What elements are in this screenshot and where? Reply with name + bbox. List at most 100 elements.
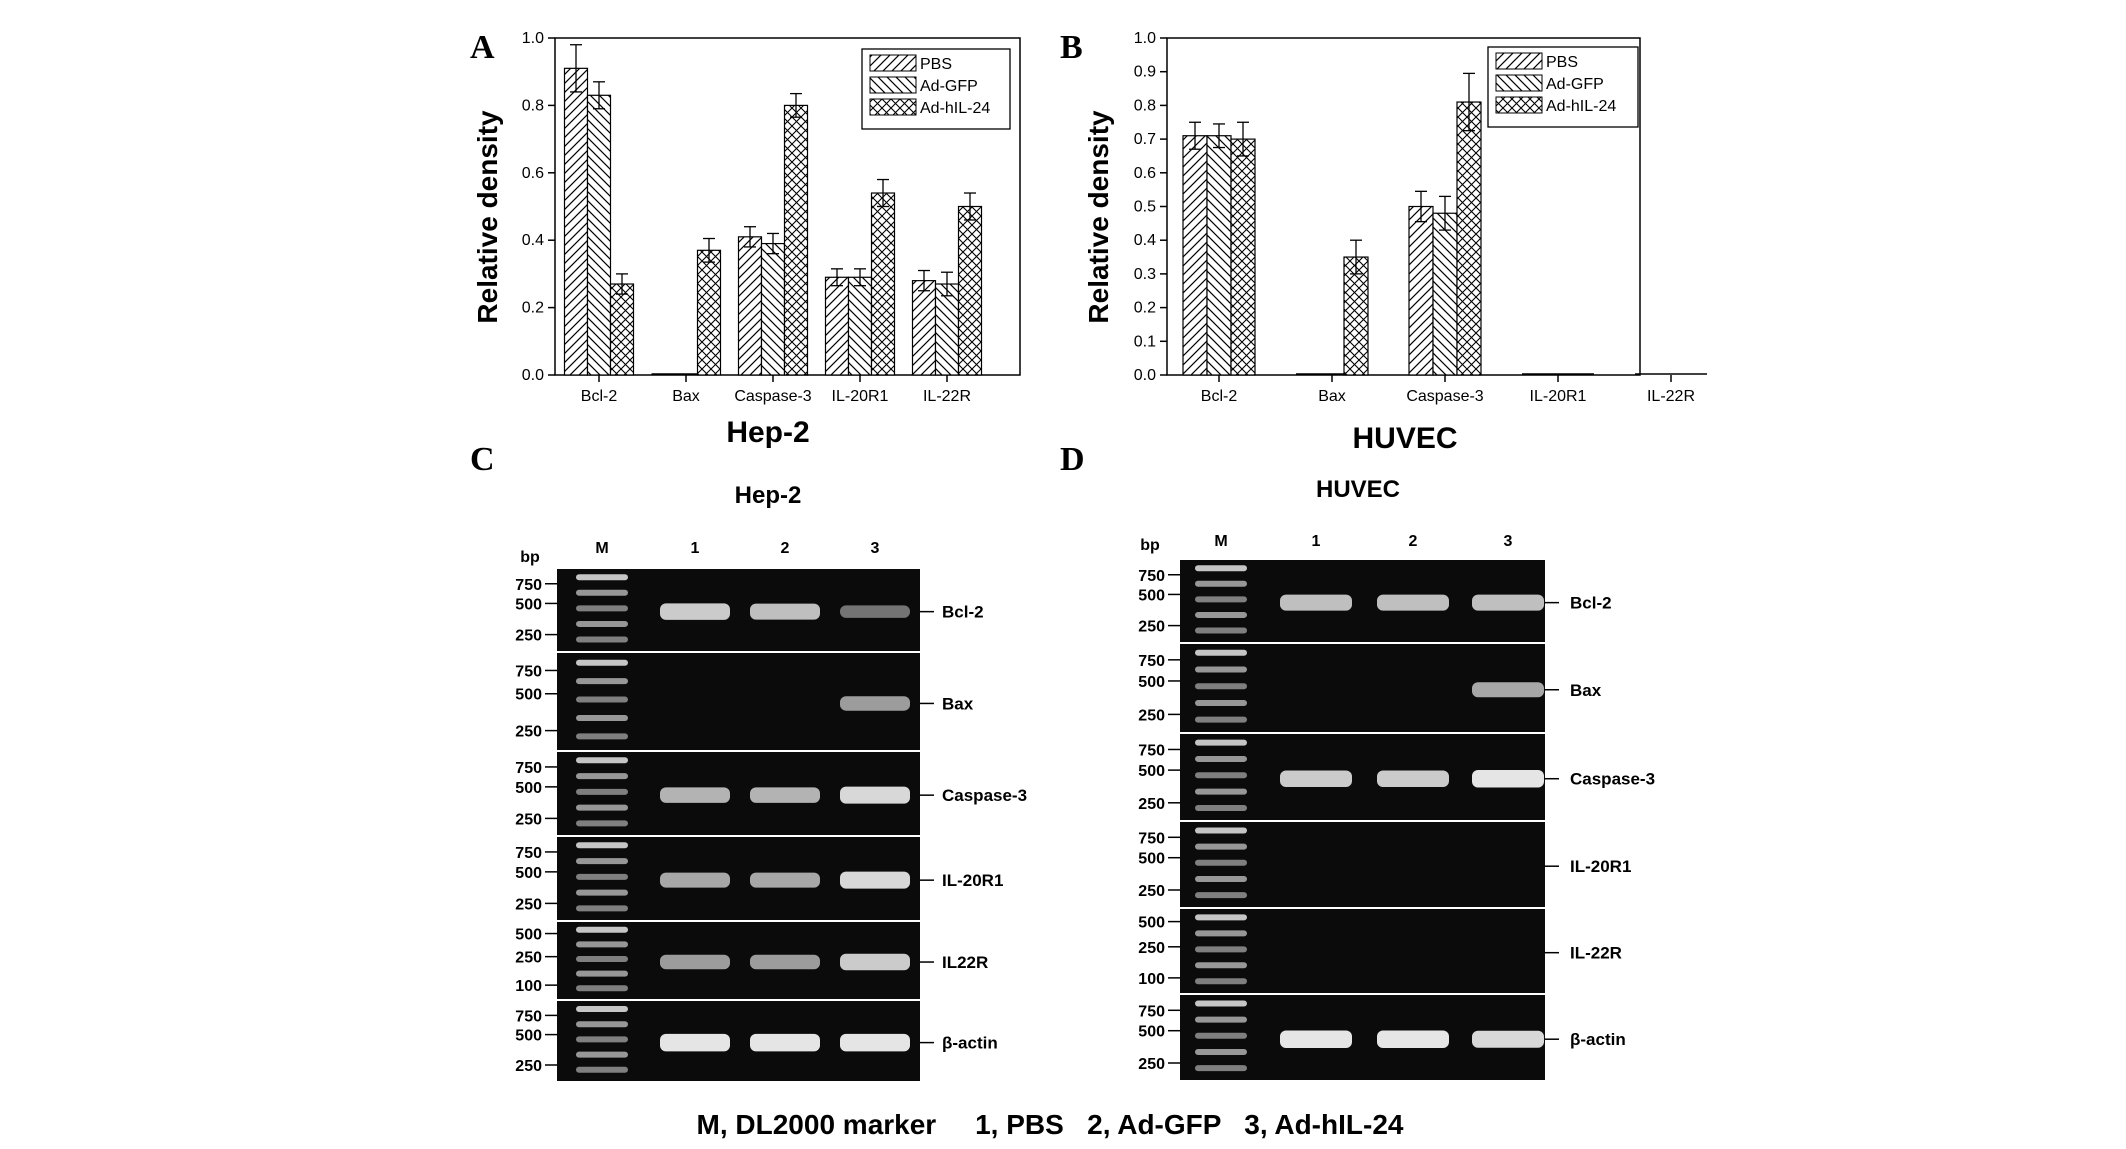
gel-d-title: HUVEC (1316, 476, 1400, 503)
gel-d-ladder-band (1195, 580, 1247, 587)
chart-a-plot: 0.0 0.2 0.4 0.6 0.8 1.0 Bcl-2 Bax Caspase-3 IL-20… (522, 30, 1021, 405)
chart-b-bar (1230, 138, 1256, 376)
gel-c-ladder-band (576, 1021, 628, 1028)
chart-b-y-tick-label: 0.2 (1134, 300, 1156, 317)
chart-a-legend-label: PBS (920, 56, 952, 73)
gel-c-gene-label: Caspase-3 (942, 786, 1027, 805)
gel-c-ladder-band (576, 620, 628, 627)
gel-d-sample-band (1472, 769, 1544, 788)
chart-b-legend-swatch (1495, 52, 1543, 70)
gel-d-size-label: 500 (1138, 674, 1165, 691)
chart-a-y-tick-label: 1.0 (522, 30, 544, 47)
chart-b-category-label: IL-22R (1647, 388, 1695, 405)
gel-c-bp-label: bp (520, 549, 540, 566)
chart-b-legend-label: Ad-GFP (1546, 76, 1604, 93)
gel-c-ladder-band (576, 955, 628, 962)
gel-c-ladder-band (576, 842, 628, 849)
gel-d-row: 750 500 250 IL-20R1 (1138, 822, 1631, 907)
gel-d-ladder-band (1195, 804, 1247, 811)
gel-c-size-label: 250 (515, 950, 542, 967)
gel-c-gene-label: IL-20R1 (942, 871, 1003, 890)
gel-d-row: 750 500 250 β-actin (1138, 995, 1626, 1080)
gel-d-size-label: 250 (1138, 707, 1165, 724)
gel-c-ladder-band (576, 926, 628, 933)
gel-c-sample-band (660, 954, 730, 970)
chart-a-bar (783, 104, 809, 376)
gel-c-ladder-band (576, 941, 628, 948)
gel-c-lane-label: 2 (781, 540, 790, 557)
gel-c-ladder-band (576, 1051, 628, 1058)
figure-caption: M, DL2000 marker 1, PBS 2, Ad-GFP 3, Ad-… (697, 1109, 1404, 1140)
gel-c-sample-band (750, 603, 820, 620)
gel-c-sample-band (750, 787, 820, 803)
gel-c-size-label: 500 (515, 927, 542, 944)
gel-c-body: M 1 2 3 750 500 250 Bcl-2 750 500 250 Bax 750 500 250 C… (515, 540, 1027, 1081)
gel-c-size-label: 500 (515, 596, 542, 613)
gel-c-gene-label: Bcl-2 (942, 603, 984, 622)
gel-d-sample-band (1280, 770, 1352, 787)
gel-d-ladder-band (1195, 1048, 1247, 1055)
gel-d-sample-band (1472, 682, 1544, 698)
gel-c-ladder-band (576, 757, 628, 764)
chart-b-bar (1182, 135, 1208, 376)
chart-a-x-axis-label: Hep-2 (726, 416, 809, 449)
chart-b-y-tick-label: 0.1 (1134, 333, 1156, 350)
gel-c-size-label: 500 (515, 1028, 542, 1045)
chart-a-y-tick-label: 0.4 (522, 232, 544, 249)
chart-a-y-tick-label: 0.2 (522, 300, 544, 317)
chart-b-y-tick-label: 0.7 (1134, 131, 1156, 148)
chart-a-y-tick-label: 0.8 (522, 97, 544, 114)
chart-a-category-label: IL-20R1 (832, 388, 889, 405)
chart-b-bar (1432, 212, 1458, 376)
panel-letter-b: B (1060, 29, 1083, 66)
chart-b-y-tick-label: 0.3 (1134, 266, 1156, 283)
gel-c-gene-label: β-actin (942, 1034, 998, 1053)
gel-d-ladder-band (1195, 930, 1247, 937)
gel-d-ladder-band (1195, 962, 1247, 969)
chart-a-bar (870, 192, 896, 376)
gel-c-row: 750 500 250 Bcl-2 (515, 569, 984, 651)
gel-d-sample-band (1280, 594, 1352, 611)
gel-c-ladder-band (576, 858, 628, 865)
gel-d-size-label: 750 (1138, 742, 1165, 759)
chart-b-y-axis-label: Relative density (1083, 110, 1114, 324)
gel-d-ladder-band (1195, 1016, 1247, 1023)
chart-b-bar (1408, 205, 1434, 376)
gel-d-ladder-band (1195, 1065, 1247, 1072)
chart-a-bar (609, 283, 635, 376)
gel-c-sample-band (750, 954, 820, 970)
gel-d-size-label: 750 (1138, 830, 1165, 847)
gel-d-ladder-band (1195, 772, 1247, 779)
gel-c-ladder-band (576, 733, 628, 740)
gel-c-row: 750 500 250 β-actin (515, 1001, 998, 1081)
gel-c-size-label: 750 (515, 577, 542, 594)
gel-d-sample-band (1472, 594, 1544, 611)
gel-d-size-label: 750 (1138, 568, 1165, 585)
gel-d-marker-label: M (1214, 533, 1227, 550)
gel-c-sample-band (750, 1033, 820, 1052)
gel-d-ladder-band (1195, 1032, 1247, 1039)
gel-c-size-label: 750 (515, 845, 542, 862)
gel-c-ladder-band (576, 788, 628, 795)
gel-c-ladder-band (576, 820, 628, 827)
chart-a-category-label: Bax (672, 388, 700, 405)
gel-d-ladder-band (1195, 596, 1247, 603)
chart-b-bar (1456, 101, 1482, 376)
gel-c-ladder-band (576, 659, 628, 666)
gel-d-ladder-band (1195, 739, 1247, 746)
gel-d-sample-band (1377, 1030, 1449, 1048)
gel-d-ladder-band (1195, 859, 1247, 866)
gel-d-ladder-band (1195, 827, 1247, 834)
chart-a-bar (934, 283, 960, 376)
gel-c-sample-band (840, 696, 910, 711)
gel-d-ladder-band (1195, 699, 1247, 706)
gel-d-size-label: 500 (1138, 851, 1165, 868)
chart-b-y-tick-label: 0.5 (1134, 199, 1156, 216)
gel-c-ladder-band (576, 714, 628, 721)
gel-d-gene-label: Bax (1570, 681, 1602, 700)
gel-c-ladder-band (576, 589, 628, 596)
chart-a-bar (737, 236, 763, 376)
chart-a-y-axis-label: Relative density (472, 110, 503, 324)
gel-d-ladder-band (1195, 683, 1247, 690)
gel-d-size-label: 750 (1138, 1003, 1165, 1020)
